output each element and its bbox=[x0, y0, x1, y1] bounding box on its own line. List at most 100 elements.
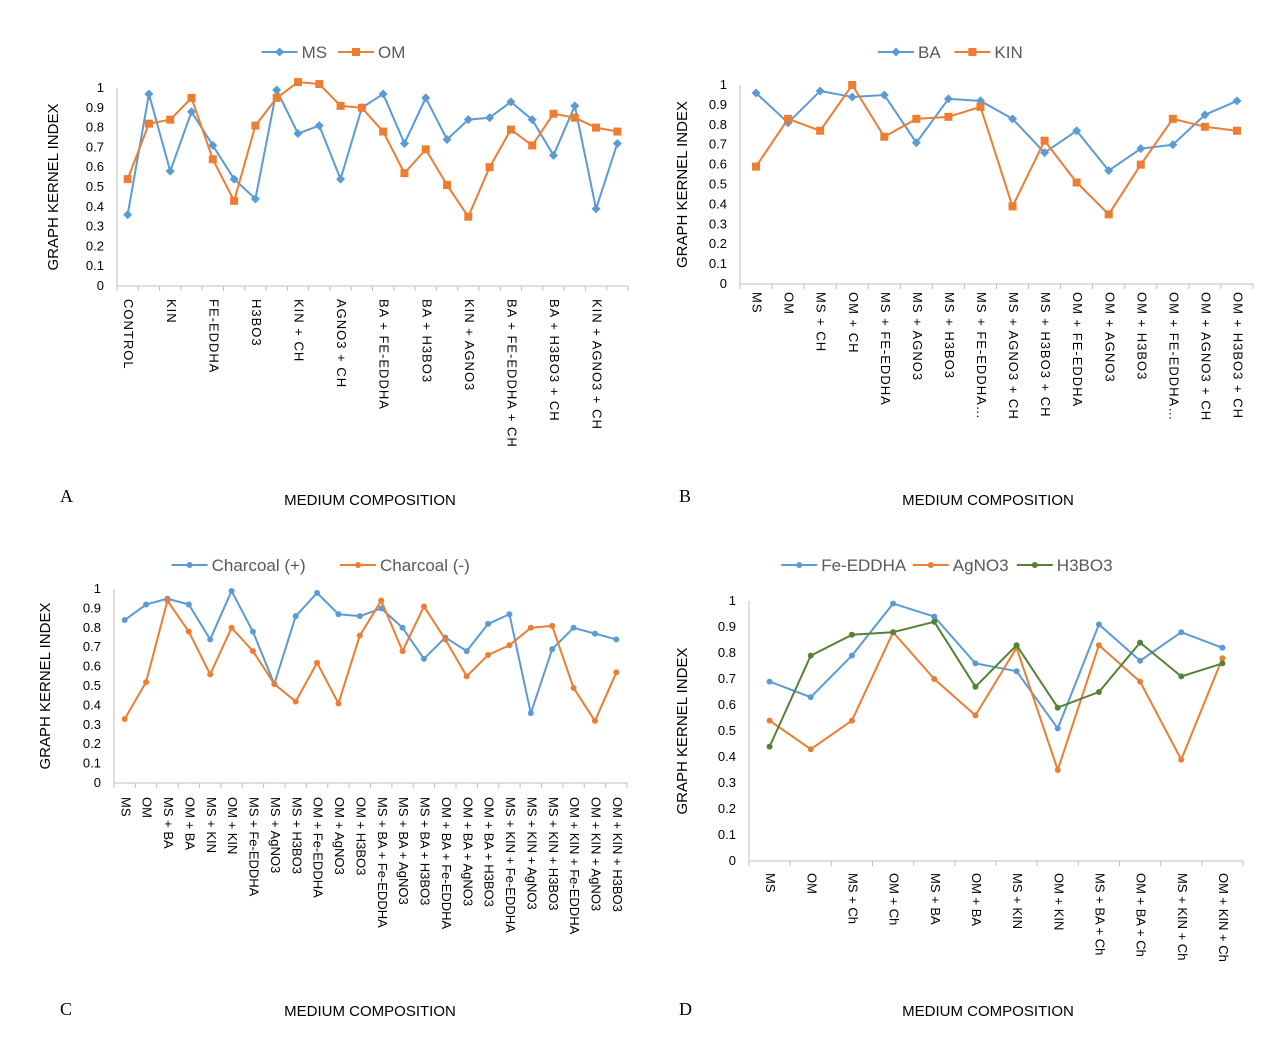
data-point bbox=[485, 163, 494, 172]
x-tick-label: BA + FE-EDDHA bbox=[377, 299, 392, 410]
x-tick-label: OM + Fe-EDDHA bbox=[311, 797, 326, 898]
data-point bbox=[972, 683, 979, 690]
data-point bbox=[1072, 126, 1082, 136]
x-tick-label: OM + BA + AgNO3 bbox=[460, 797, 475, 906]
data-point bbox=[229, 174, 239, 184]
data-point bbox=[399, 624, 406, 631]
y-tick-label: 0.3 bbox=[86, 219, 104, 234]
data-point bbox=[165, 166, 175, 176]
y-tick-label: 0.3 bbox=[83, 717, 101, 732]
y-axis-title: GRAPH KERNEL INDEX bbox=[37, 603, 54, 770]
data-point bbox=[121, 715, 128, 722]
series-h3bo3 bbox=[766, 618, 1226, 750]
data-point bbox=[816, 126, 825, 135]
y-tick-label: 0.6 bbox=[83, 659, 101, 674]
legend-item: MS bbox=[261, 43, 328, 62]
data-point bbox=[1104, 166, 1114, 176]
data-point bbox=[1136, 144, 1146, 154]
y-tick-label: 0 bbox=[720, 276, 727, 291]
data-point bbox=[143, 679, 150, 686]
y-tick-label: 1 bbox=[720, 77, 727, 92]
x-tick-label: MS + AgNO3 bbox=[268, 797, 283, 873]
series-line bbox=[123, 599, 618, 722]
data-point bbox=[591, 630, 598, 637]
x-tick-label: AGNO3 + CH bbox=[334, 299, 349, 388]
data-point bbox=[911, 138, 921, 148]
data-point bbox=[972, 712, 979, 719]
data-point bbox=[912, 114, 921, 123]
axes bbox=[739, 85, 1254, 289]
data-point bbox=[1137, 639, 1144, 646]
data-point bbox=[1008, 114, 1018, 124]
legend-marker bbox=[352, 48, 360, 56]
data-point bbox=[1072, 178, 1081, 187]
legend: BA KIN bbox=[878, 43, 1023, 62]
data-point bbox=[251, 121, 260, 130]
data-point bbox=[144, 119, 153, 128]
data-point bbox=[570, 113, 579, 122]
data-point bbox=[1137, 657, 1144, 664]
x-tick-label: MS + BA bbox=[928, 873, 943, 925]
chart-b: 0 0.1 0.2 0.3 0.4 0.5 0.6 0.7 0.8 0.9 1 MS OM MS + CH… bbox=[674, 43, 1254, 509]
data-point bbox=[272, 93, 281, 102]
y-tick-label: 1 bbox=[94, 581, 101, 596]
legend-marker bbox=[186, 562, 193, 568]
y-tick-label: 0.6 bbox=[709, 157, 727, 172]
data-point bbox=[752, 162, 761, 171]
data-point bbox=[931, 618, 938, 625]
x-tick-label: MS + Ch bbox=[845, 873, 860, 924]
data-point bbox=[807, 652, 814, 659]
y-tick-label: 0.1 bbox=[83, 756, 101, 771]
x-axis-title: MEDIUM COMPOSITION bbox=[902, 1003, 1074, 1020]
y-tick-label: 0.3 bbox=[718, 775, 736, 790]
data-point bbox=[1095, 621, 1102, 628]
data-point bbox=[1178, 756, 1185, 763]
legend-label: MS bbox=[302, 43, 328, 62]
x-tick-label: MS + KIN bbox=[204, 797, 219, 853]
legend-marker bbox=[927, 562, 934, 568]
y-tick-label: 0.8 bbox=[83, 620, 101, 635]
data-point bbox=[592, 123, 601, 132]
x-tick-label: MS bbox=[750, 292, 765, 314]
data-point bbox=[506, 97, 516, 107]
data-point bbox=[400, 169, 409, 178]
data-point bbox=[1200, 110, 1210, 120]
series-line bbox=[126, 81, 618, 218]
legend: MS OM bbox=[261, 43, 405, 62]
legend: Charcoal (+) Charcoal (-) bbox=[171, 556, 470, 575]
data-point bbox=[1136, 160, 1145, 169]
y-tick-label: 0.2 bbox=[718, 801, 736, 816]
data-point bbox=[1168, 114, 1177, 123]
data-point bbox=[442, 134, 452, 144]
data-point bbox=[807, 746, 814, 753]
data-point bbox=[613, 127, 622, 136]
series-line bbox=[126, 88, 619, 215]
legend-item: AgNO3 bbox=[912, 556, 1009, 575]
data-point bbox=[250, 194, 260, 204]
y-tick-label: 1 bbox=[729, 593, 736, 608]
data-point bbox=[399, 648, 406, 655]
x-tick-label: OM + FE-EDDHA… bbox=[1166, 292, 1181, 421]
data-point bbox=[1178, 673, 1185, 680]
legend-label: Fe-EDDHA bbox=[821, 556, 907, 575]
x-tick-label: BA + FE-EDDHA + CH bbox=[504, 299, 519, 448]
y-tick-label: 0.2 bbox=[709, 236, 727, 251]
x-tick-label: KIN + AGNO3 + CH bbox=[590, 299, 605, 430]
y-tick-label: 0.7 bbox=[86, 139, 104, 154]
data-point bbox=[931, 676, 938, 682]
data-point bbox=[570, 101, 580, 111]
x-tick-label: OM + KIN + H3BO3 bbox=[610, 797, 625, 912]
y-tick-label: 0.9 bbox=[718, 619, 736, 634]
axes bbox=[113, 589, 628, 788]
x-tick-label: OM + BA bbox=[969, 873, 984, 926]
series-ms bbox=[123, 85, 622, 220]
y-tick-label: 0.5 bbox=[709, 177, 727, 192]
x-tick-label: MS + Fe-EDDHA bbox=[247, 797, 262, 897]
data-point bbox=[356, 613, 363, 620]
data-point bbox=[766, 743, 773, 750]
y-tick-label: 0.7 bbox=[718, 671, 736, 686]
x-tick-label: MS + BA + H3BO3 bbox=[418, 797, 433, 905]
y-tick-label: 0.8 bbox=[709, 117, 727, 132]
data-point bbox=[463, 648, 470, 655]
legend-item: H3BO3 bbox=[1016, 556, 1113, 575]
